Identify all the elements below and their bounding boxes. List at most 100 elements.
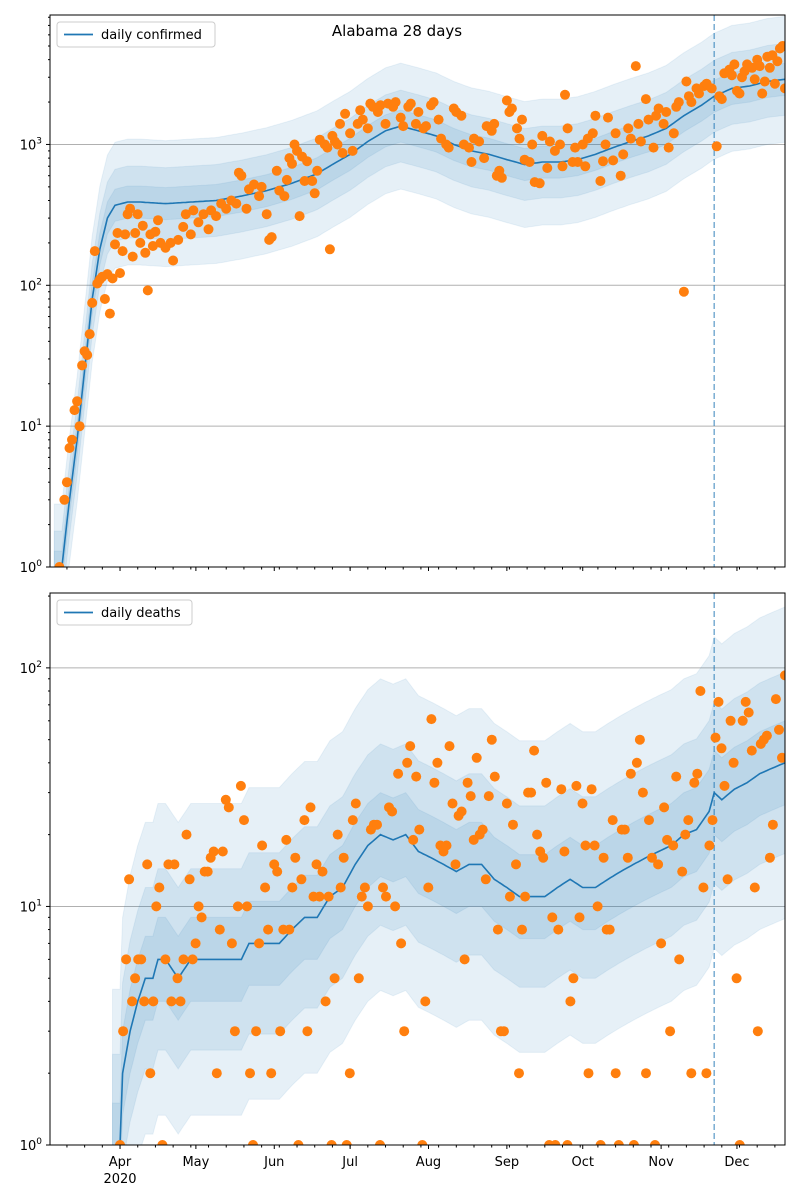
observed-point — [774, 724, 784, 735]
observed-point — [417, 1140, 428, 1145]
observed-point — [421, 121, 431, 132]
chart-title: Alabama 28 days — [332, 22, 462, 40]
observed-point — [466, 157, 477, 167]
observed-point — [340, 108, 351, 119]
observed-point — [317, 866, 328, 877]
observed-point — [260, 882, 271, 893]
observed-point — [372, 819, 382, 830]
observed-point — [590, 110, 601, 121]
legend-box — [56, 599, 193, 626]
observed-point — [429, 777, 440, 788]
observed-point — [302, 156, 313, 167]
observed-point — [562, 123, 573, 134]
observed-point — [266, 1068, 277, 1079]
observed-point — [532, 829, 543, 840]
observed-point — [716, 743, 727, 754]
observed-point — [527, 139, 538, 150]
observed-point — [323, 891, 334, 902]
observed-point — [557, 161, 568, 172]
observed-point — [64, 443, 75, 453]
x-tick-label: Dec — [724, 1155, 749, 1170]
observed-point — [296, 874, 307, 885]
observed-point — [184, 874, 195, 885]
observed-point — [362, 901, 373, 912]
observed-point — [686, 1068, 697, 1079]
observed-point — [477, 824, 488, 835]
observed-point — [332, 139, 343, 150]
x-tick-label: Apr — [109, 1155, 132, 1170]
observed-point — [115, 268, 125, 279]
observed-point — [659, 802, 670, 813]
observed-point — [704, 840, 715, 851]
observed-point — [347, 145, 358, 156]
observed-point — [683, 815, 694, 826]
observed-point — [266, 232, 277, 243]
observed-point — [231, 198, 242, 209]
observed-point — [178, 221, 189, 232]
observed-point — [553, 924, 564, 935]
observed-point — [239, 815, 249, 826]
observed-point — [534, 178, 545, 189]
observed-point — [450, 859, 461, 870]
observed-point — [272, 866, 283, 877]
observed-point — [560, 89, 570, 100]
observed-point — [570, 142, 581, 153]
observed-point — [390, 97, 401, 108]
axes-frame — [49, 14, 786, 568]
axes-frame — [49, 592, 786, 1146]
observed-point — [619, 824, 630, 835]
observed-point — [665, 1026, 676, 1037]
observed-point — [196, 912, 207, 923]
observed-point — [780, 83, 785, 94]
observed-point — [444, 741, 455, 752]
observed-point — [772, 56, 783, 67]
observed-point — [359, 882, 370, 893]
observed-point — [254, 938, 265, 949]
observed-point — [89, 246, 100, 257]
observed-point — [214, 924, 225, 935]
observed-point — [692, 768, 703, 779]
observed-point — [637, 787, 648, 798]
observed-point — [504, 891, 515, 902]
observed-point — [520, 891, 531, 902]
observed-point — [653, 103, 664, 114]
observed-point — [713, 696, 724, 707]
plot-area — [50, 15, 785, 567]
observed-point — [598, 156, 608, 167]
legend-label: daily confirmed — [101, 28, 202, 43]
x-year-label: 2020 — [103, 1172, 136, 1187]
observed-point — [104, 308, 115, 319]
observed-point — [378, 882, 388, 893]
observed-point — [229, 1026, 240, 1037]
observed-point — [165, 237, 176, 248]
observed-point — [678, 286, 689, 297]
y-tick-exponent: 2 — [36, 660, 42, 670]
observed-point — [423, 882, 434, 893]
observed-point — [130, 228, 141, 238]
observed-point — [559, 846, 570, 857]
legend: daily deaths — [56, 599, 193, 626]
x-tick-label: Oct — [571, 1155, 593, 1170]
observed-point — [320, 996, 331, 1007]
observed-point — [132, 209, 143, 220]
observed-point — [471, 752, 482, 763]
observed-point — [263, 924, 274, 935]
observed-point — [408, 834, 419, 845]
observed-point — [350, 798, 361, 809]
observed-point — [221, 203, 232, 214]
observed-point — [550, 1140, 561, 1145]
observed-point — [190, 938, 201, 949]
observed-point — [731, 973, 742, 984]
observed-point — [603, 112, 613, 123]
observed-point — [647, 852, 657, 863]
observed-point — [309, 188, 320, 199]
observed-point — [279, 191, 290, 202]
observed-point — [208, 846, 219, 857]
observed-point — [583, 1068, 594, 1079]
y-tick-exponent: 1 — [36, 418, 42, 428]
observed-point — [335, 118, 345, 129]
observed-point — [608, 155, 619, 166]
observed-point — [767, 819, 778, 830]
uncertainty-band — [112, 720, 785, 1145]
